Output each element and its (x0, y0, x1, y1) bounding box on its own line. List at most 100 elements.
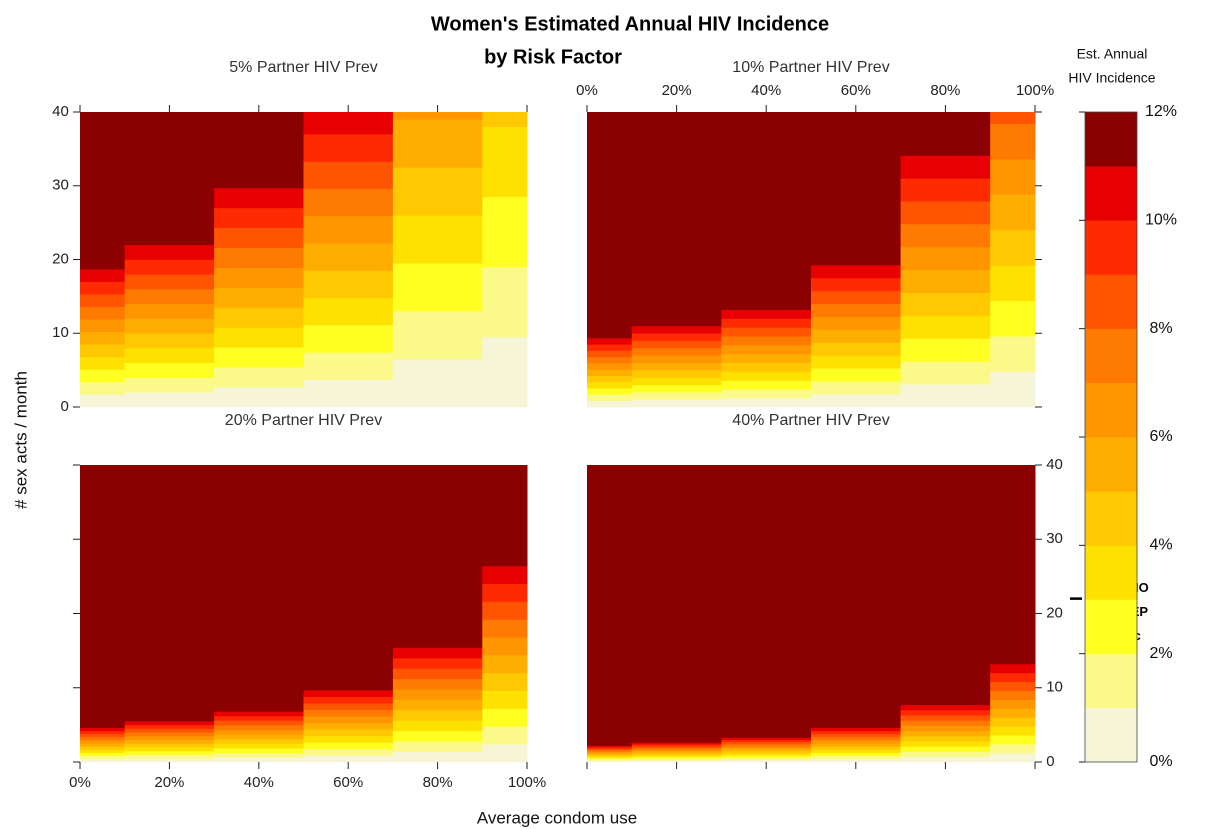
heat-cell (631, 756, 722, 759)
heat-cell (587, 338, 633, 345)
colorbar-segment (1085, 599, 1137, 654)
x-tick-label: 20% (154, 774, 184, 791)
heat-cell (303, 729, 394, 737)
heat-cell (721, 759, 812, 763)
heat-cell (587, 400, 633, 408)
heat-cell (587, 759, 633, 761)
heat-cell (631, 753, 722, 756)
heat-cell (587, 745, 633, 748)
heat-cell (124, 728, 215, 733)
heat-cell (392, 689, 483, 700)
heat-cell (990, 265, 1036, 302)
heat-cell (80, 465, 126, 728)
heat-cell (721, 748, 812, 752)
heat-cell (303, 735, 394, 743)
heat-cell (811, 381, 902, 395)
heat-cell (214, 287, 304, 308)
heat-cell (900, 751, 991, 758)
y-axis-label: # sex acts / month (11, 371, 30, 509)
heat-cell (631, 749, 722, 752)
heat-cell (811, 746, 902, 750)
heat-cell (124, 318, 215, 334)
heat-cell (990, 681, 1036, 692)
heat-cell (214, 327, 304, 348)
colorbar-segment (1085, 274, 1137, 329)
heat-cell (124, 392, 215, 408)
heat-cell (587, 394, 633, 402)
heat-cell (900, 201, 991, 225)
heat-cell (631, 384, 722, 393)
heat-cell (214, 347, 304, 368)
heat-cell (80, 319, 126, 333)
heat-cell (124, 747, 215, 752)
heat-cell (990, 112, 1036, 125)
heat-cell (482, 196, 528, 268)
colorbar-tick-label: 8% (1149, 320, 1172, 337)
heat-cell (303, 325, 394, 353)
heat-cell (990, 465, 1036, 665)
colorbar-tick-label: 2% (1149, 645, 1172, 662)
heat-cell (392, 710, 483, 721)
heat-cell (900, 465, 991, 706)
heat-cell (214, 743, 304, 749)
y-tick-label: 0 (1046, 753, 1054, 770)
heat-cell (721, 389, 812, 399)
heat-cell (124, 303, 215, 319)
heat-cell (900, 720, 991, 726)
heat-cell (392, 311, 483, 360)
colorbar-segment (1085, 437, 1137, 492)
heat-cell (80, 356, 126, 370)
heat-cell (990, 663, 1036, 674)
heat-cell (811, 329, 902, 343)
heat-cell (214, 715, 304, 721)
heat-cell (587, 112, 633, 339)
heat-cell (631, 760, 722, 763)
heat-cell (811, 737, 902, 741)
heat-cell (587, 751, 633, 754)
heat-cell (124, 362, 215, 378)
heat-cell (631, 465, 722, 743)
heat-cell (900, 715, 991, 721)
heat-cell (482, 726, 528, 745)
heat-cell (900, 384, 991, 408)
heat-cell (587, 344, 633, 351)
colorbar-segment (1085, 491, 1137, 546)
heat-cell (482, 336, 528, 408)
heat-cell (303, 215, 394, 244)
colorbar-segment (1085, 220, 1137, 275)
heat-cell (721, 371, 812, 381)
heat-cell (587, 350, 633, 358)
heat-cell (392, 215, 483, 264)
heat-cell (392, 167, 483, 216)
heat-cell (482, 690, 528, 709)
heat-cell (303, 297, 394, 326)
colorbar-tick-label: 0% (1149, 753, 1172, 770)
heat-cell (124, 721, 215, 726)
heat-cell (990, 690, 1036, 700)
heat-cell (811, 749, 902, 753)
heat-cell (214, 112, 304, 189)
heat-cell (214, 734, 304, 740)
heat-cell (392, 751, 483, 763)
heat-cell (214, 725, 304, 731)
heat-cell (80, 281, 126, 295)
heat-cell (482, 465, 528, 567)
heat-cell (811, 752, 902, 757)
panel-title: 40% Partner HIV Prev (732, 412, 889, 429)
colorbar-segment (1085, 653, 1137, 709)
heat-cell (990, 194, 1036, 231)
heat-cell (124, 739, 215, 744)
heat-cell (587, 465, 633, 746)
heat-cell (990, 699, 1036, 709)
heat-cell (631, 754, 722, 757)
heat-cell (990, 336, 1036, 372)
colorbar-segment (1085, 328, 1137, 384)
heat-cell (303, 709, 394, 717)
x-tick-label: 80% (423, 774, 453, 791)
heat-cell (811, 303, 902, 317)
heat-cell (990, 230, 1036, 266)
heat-cell (214, 752, 304, 758)
heat-cell (80, 743, 126, 747)
heat-cell (303, 243, 394, 271)
